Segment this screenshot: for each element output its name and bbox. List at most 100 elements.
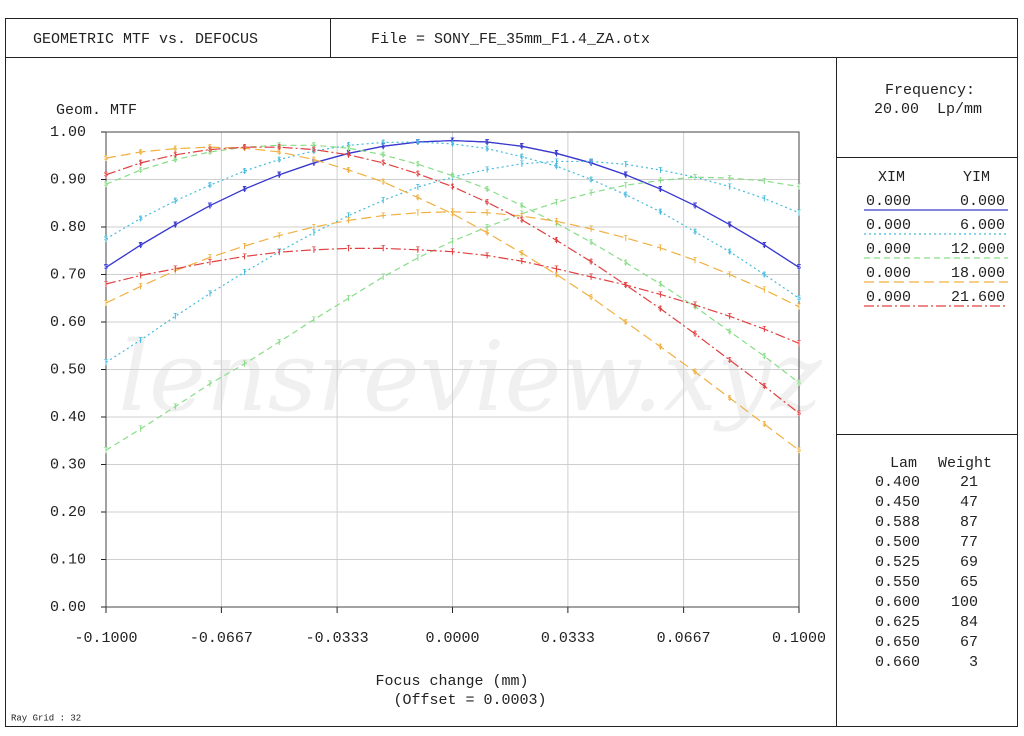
point-label: T bbox=[277, 249, 281, 257]
point-label: S bbox=[416, 171, 420, 179]
point-label: T bbox=[554, 218, 558, 226]
point-label: T bbox=[346, 295, 350, 303]
point-label: T bbox=[381, 245, 385, 253]
point-label: T bbox=[450, 249, 454, 257]
point-label: S bbox=[346, 167, 350, 175]
point-label: S bbox=[104, 155, 108, 163]
point-label: T bbox=[139, 242, 143, 250]
point-label: S bbox=[450, 141, 454, 149]
point-label: T bbox=[485, 224, 489, 232]
point-label: S bbox=[485, 230, 489, 238]
point-label: S bbox=[381, 139, 385, 147]
point-label: T bbox=[277, 172, 281, 180]
point-label: T bbox=[312, 316, 316, 324]
point-label: T bbox=[139, 337, 143, 345]
point-label: S bbox=[173, 198, 177, 206]
point-label: S bbox=[797, 447, 801, 455]
point-label: T bbox=[693, 174, 697, 182]
frequency-label: Frequency: bbox=[885, 82, 975, 99]
point-label: T bbox=[242, 361, 246, 369]
legend-yim: 21.600 bbox=[951, 289, 1005, 306]
point-label: S bbox=[728, 357, 732, 365]
point-label: T bbox=[728, 175, 732, 183]
point-label: T bbox=[520, 161, 524, 169]
point-label: T bbox=[104, 447, 108, 455]
point-label: S bbox=[624, 259, 628, 267]
file-name: File = SONY_FE_35mm_F1.4_ZA.otx bbox=[371, 31, 650, 48]
point-label: T bbox=[485, 166, 489, 174]
point-label: T bbox=[693, 202, 697, 210]
point-label: S bbox=[589, 259, 593, 267]
weight: 100 bbox=[951, 594, 978, 611]
outer-frame bbox=[5, 18, 1018, 727]
watermark: lensreview.xyz bbox=[118, 321, 823, 433]
point-label: T bbox=[797, 210, 801, 218]
mtf-curve bbox=[105, 146, 800, 451]
point-label: T bbox=[277, 232, 281, 240]
x-tick-label: 0.0667 bbox=[657, 630, 711, 647]
point-label: S bbox=[346, 145, 350, 153]
y-tick-label: 0.10 bbox=[50, 551, 86, 568]
wavelength: 0.588 bbox=[875, 514, 920, 531]
point-label: S bbox=[589, 239, 593, 247]
point-label: S bbox=[693, 229, 697, 237]
point-label: T bbox=[242, 186, 246, 194]
point-label: T bbox=[416, 255, 420, 263]
point-label: T bbox=[589, 274, 593, 282]
y-tick-label: 0.00 bbox=[50, 599, 86, 616]
legend-xim: 0.000 bbox=[866, 265, 911, 282]
x-tick-label: 0.1000 bbox=[772, 630, 826, 647]
point-label: S bbox=[762, 271, 766, 279]
y-tick-label: 0.30 bbox=[50, 456, 86, 473]
point-label: T bbox=[173, 266, 177, 274]
wavelength-header: Lam bbox=[890, 455, 917, 472]
legend-yim: 6.000 bbox=[960, 217, 1005, 234]
point-label: S bbox=[208, 149, 212, 157]
point-label: S bbox=[381, 179, 385, 187]
point-label: T bbox=[728, 271, 732, 279]
point-label: T bbox=[450, 238, 454, 246]
wavelength-header: Weight bbox=[938, 455, 992, 472]
wavelength: 0.450 bbox=[875, 494, 920, 511]
weight: 21 bbox=[960, 474, 978, 491]
point-label: T bbox=[208, 259, 212, 267]
point-label: S bbox=[277, 144, 281, 152]
point-label: S bbox=[762, 383, 766, 391]
point-label: T bbox=[693, 257, 697, 265]
point-label: T bbox=[554, 150, 558, 158]
point-label: T bbox=[139, 283, 143, 291]
point-label: T bbox=[728, 183, 732, 191]
point-label: T bbox=[381, 143, 385, 151]
point-label: S bbox=[728, 328, 732, 336]
weight: 69 bbox=[960, 554, 978, 571]
point-label: T bbox=[450, 209, 454, 217]
point-label: T bbox=[104, 359, 108, 367]
point-label: S bbox=[658, 281, 662, 289]
point-label: T bbox=[208, 254, 212, 262]
point-label: T bbox=[312, 247, 316, 255]
x-tick-label: 0.0333 bbox=[541, 630, 595, 647]
point-label: T bbox=[381, 197, 385, 205]
weight: 65 bbox=[960, 574, 978, 591]
field-header: YIM bbox=[963, 169, 990, 186]
point-label: S bbox=[104, 181, 108, 189]
point-label: S bbox=[693, 369, 697, 377]
point-label: T bbox=[728, 221, 732, 229]
point-label: S bbox=[381, 152, 385, 160]
wavelength: 0.650 bbox=[875, 634, 920, 651]
legend-xim: 0.000 bbox=[866, 193, 911, 210]
point-label: S bbox=[728, 395, 732, 403]
wavelength: 0.600 bbox=[875, 594, 920, 611]
weight: 77 bbox=[960, 534, 978, 551]
point-label: T bbox=[762, 242, 766, 250]
y-tick-label: 1.00 bbox=[50, 124, 86, 141]
x-tick-label: -0.1000 bbox=[74, 630, 137, 647]
point-label: S bbox=[485, 186, 489, 194]
y-tick-label: 0.20 bbox=[50, 504, 86, 521]
point-label: S bbox=[139, 149, 143, 157]
point-label: T bbox=[416, 247, 420, 255]
point-label: S bbox=[554, 271, 558, 279]
point-label: T bbox=[485, 139, 489, 147]
point-label: T bbox=[416, 210, 420, 218]
point-label: T bbox=[728, 313, 732, 321]
